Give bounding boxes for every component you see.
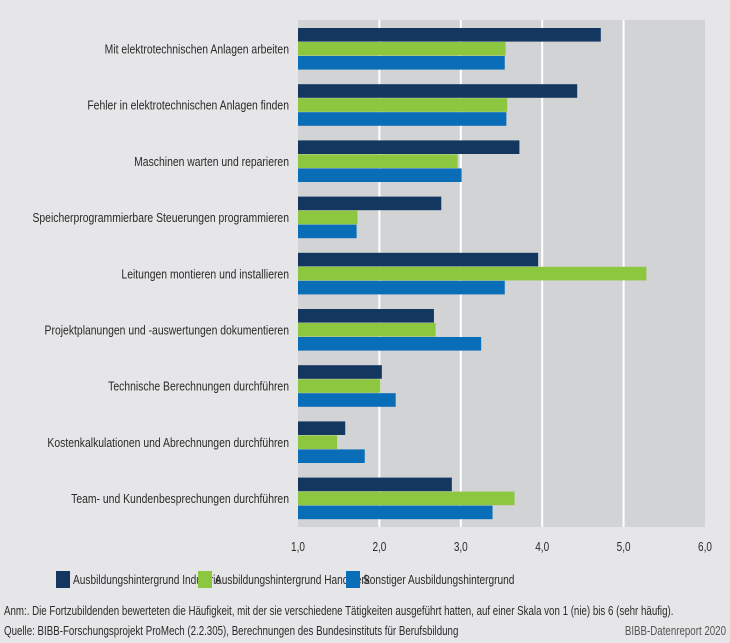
x-tick-labels: 1,0 2,0 3,0 4,0 5,0 6,0 [291,541,712,554]
x-tick-label: 1,0 [291,541,305,554]
bar-industrie [298,477,452,492]
source-note: Quelle: BIBB-Forschungsprojekt ProMech (… [4,625,458,638]
publisher-label: BIBB-Datenreport 2020 [625,625,726,638]
bar-sonstiger [298,168,462,182]
legend: Ausbildungshintergrund IndustrieAusbildu… [56,571,514,588]
category-label: Projektplanungen und -auswertungen dokum… [45,323,289,337]
legend-label: Ausbildungshintergrund Handwerk [215,573,370,587]
category-label: Speicherprogrammierbare Steuerungen prog… [32,211,289,225]
bar-industrie [298,421,346,435]
category-labels: Mit elektrotechnischen Anlagen arbeiten F… [32,42,289,506]
bar-sonstiger [298,224,357,239]
bar-sonstiger [298,449,365,463]
x-tick-label: 5,0 [617,541,631,554]
legend-swatch [56,571,70,588]
bar-handwerk [298,154,458,168]
bar-industrie [298,28,601,42]
category-label: Mit elektrotechnischen Anlagen arbeiten [105,42,289,56]
bar-industrie [298,252,539,267]
legend-swatch [198,571,212,588]
bar-sonstiger [298,505,493,520]
legend-label: Sonstiger Ausbildungshintergrund [363,573,514,587]
footer: Anm:. Die Fortzubildenden bewerteten die… [4,605,726,638]
annotation-note: Anm:. Die Fortzubildenden bewerteten die… [4,605,673,618]
bar-industrie [298,140,520,154]
x-tick-label: 2,0 [372,541,386,554]
bar-sonstiger [298,337,482,351]
category-label: Kostenkalkulationen und Abrechnungen dur… [47,436,289,450]
bar-handwerk [298,42,506,56]
bar-handwerk [298,491,515,506]
bar-industrie [298,365,382,379]
bar-handwerk [298,435,338,449]
x-tick-label: 4,0 [535,541,549,554]
bar-handwerk [298,323,436,337]
category-label: Technische Berechnungen durchführen [108,380,289,394]
bar-industrie [298,84,578,98]
category-label: Team- und Kundenbesprechungen durchführe… [71,492,289,506]
x-tick-label: 3,0 [454,541,468,554]
legend-swatch [346,571,360,588]
bar-sonstiger [298,56,505,70]
bar-handwerk [298,98,508,112]
bar-handwerk [298,266,647,281]
bar-industrie [298,309,434,323]
category-label: Maschinen warten und reparieren [134,155,289,169]
category-label: Fehler in elektrotechnischen Anlagen fin… [87,99,289,113]
bar-handwerk [298,210,358,225]
legend-label: Ausbildungshintergrund Industrie [73,573,221,587]
bars [298,28,647,520]
bar-industrie [298,196,442,211]
bar-sonstiger [298,112,507,126]
category-label: Leitungen montieren und installieren [121,267,289,281]
bar-sonstiger [298,393,396,407]
x-tick-label: 6,0 [698,541,712,554]
bar-handwerk [298,379,381,393]
bar-sonstiger [298,280,505,295]
